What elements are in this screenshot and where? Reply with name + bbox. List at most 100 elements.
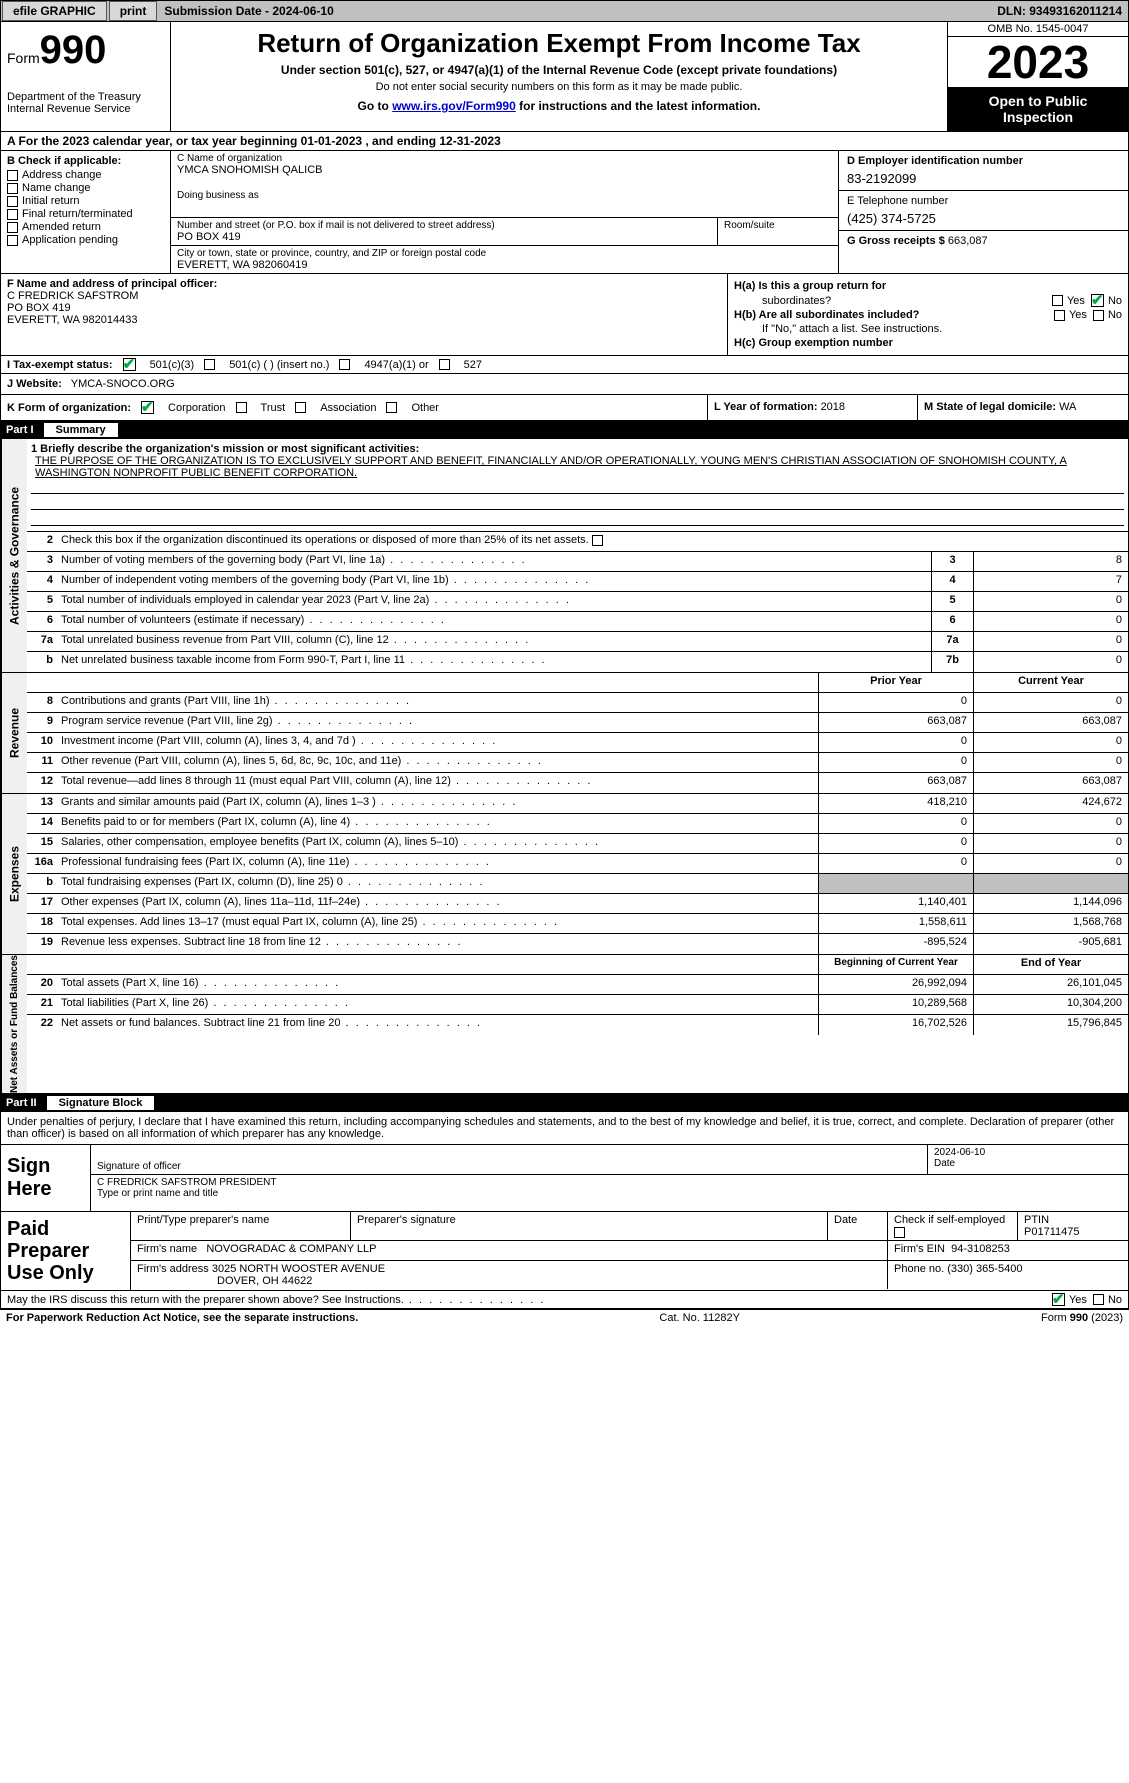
- summary-row: 16aProfessional fundraising fees (Part I…: [27, 854, 1128, 874]
- addr: PO BOX 419: [177, 231, 711, 243]
- mission: THE PURPOSE OF THE ORGANIZATION IS TO EX…: [31, 455, 1124, 479]
- box-l: L Year of formation: 2018: [708, 395, 918, 420]
- irs-link[interactable]: www.irs.gov/Form990: [392, 99, 516, 113]
- vtab-exp: Expenses: [1, 794, 27, 954]
- dept-treasury: Department of the Treasury Internal Reve…: [7, 91, 164, 115]
- tax-year: 2023: [948, 37, 1128, 87]
- summary-row: 15Salaries, other compensation, employee…: [27, 834, 1128, 854]
- discuss-row: May the IRS discuss this return with the…: [0, 1291, 1129, 1309]
- chk-trust[interactable]: [236, 402, 247, 413]
- chk-501c3[interactable]: [123, 358, 136, 371]
- vtab-ag: Activities & Governance: [1, 439, 27, 672]
- summary-row: 5Total number of individuals employed in…: [27, 592, 1128, 612]
- hdr-prior: Prior Year: [818, 673, 973, 692]
- firm-phone: (330) 365-5400: [947, 1263, 1022, 1275]
- chk-corp[interactable]: [141, 401, 154, 414]
- box-k: K Form of organization: Corporation Trus…: [1, 395, 708, 420]
- chk-527[interactable]: [439, 359, 450, 370]
- cat-no: Cat. No. 11282Y: [659, 1312, 740, 1324]
- firm-addr: 3025 NORTH WOOSTER AVENUE: [212, 1263, 385, 1275]
- officer-name-title: C FREDRICK SAFSTROM PRESIDENT: [97, 1177, 1122, 1188]
- line1-lbl: 1 Briefly describe the organization's mi…: [31, 443, 1124, 455]
- ein: 83-2192099: [847, 171, 1120, 186]
- hb-yes[interactable]: [1054, 310, 1065, 321]
- addr-lbl: Number and street (or P.O. box if mail i…: [177, 220, 711, 231]
- officer-name: C FREDRICK SAFSTROM: [7, 290, 721, 302]
- omb-number: OMB No. 1545-0047: [948, 22, 1128, 37]
- sign-here-block: Sign Here Signature of officer 2024-06-1…: [0, 1144, 1129, 1212]
- form-subtitle: Under section 501(c), 527, or 4947(a)(1)…: [179, 63, 939, 77]
- officer-addr: PO BOX 419: [7, 302, 721, 314]
- chk-other[interactable]: [386, 402, 397, 413]
- summary-row: 20Total assets (Part X, line 16)26,992,0…: [27, 975, 1128, 995]
- chk-501c[interactable]: [204, 359, 215, 370]
- paperwork-notice: For Paperwork Reduction Act Notice, see …: [6, 1312, 358, 1324]
- vtab-net: Net Assets or Fund Balances: [1, 955, 27, 1093]
- chk-discontinued[interactable]: [592, 535, 603, 546]
- chk-amended[interactable]: [7, 222, 18, 233]
- topbar: efile GRAPHIC print Submission Date - 20…: [0, 0, 1129, 22]
- summary-row: 14Benefits paid to or for members (Part …: [27, 814, 1128, 834]
- box-j: J Website: YMCA-SNOCO.ORG: [0, 374, 1129, 395]
- chk-assoc[interactable]: [295, 402, 306, 413]
- box-c: C Name of organization YMCA SNOHOMISH QA…: [171, 151, 838, 273]
- summary-row: 11Other revenue (Part VIII, column (A), …: [27, 753, 1128, 773]
- chk-final-return[interactable]: [7, 209, 18, 220]
- form-title: Return of Organization Exempt From Incom…: [179, 28, 939, 59]
- chk-self-employed[interactable]: [894, 1227, 905, 1238]
- summary-row: 19Revenue less expenses. Subtract line 1…: [27, 934, 1128, 954]
- ein-lbl: D Employer identification number: [847, 155, 1120, 167]
- room-lbl: Room/suite: [724, 220, 832, 231]
- city: EVERETT, WA 982060419: [177, 259, 832, 271]
- summary-row: 17Other expenses (Part IX, column (A), l…: [27, 894, 1128, 914]
- sig-declaration: Under penalties of perjury, I declare th…: [0, 1112, 1129, 1144]
- sign-date: 2024-06-10: [934, 1147, 1122, 1158]
- gross: 663,087: [948, 235, 988, 247]
- print-btn[interactable]: print: [109, 1, 158, 21]
- summary-exp: Expenses 13Grants and similar amounts pa…: [0, 794, 1129, 955]
- summary-row: 22Net assets or fund balances. Subtract …: [27, 1015, 1128, 1035]
- summary-row: bNet unrelated business taxable income f…: [27, 652, 1128, 672]
- chk-app-pending[interactable]: [7, 235, 18, 246]
- hb-no[interactable]: [1093, 310, 1104, 321]
- box-b: B Check if applicable: Address change Na…: [1, 151, 171, 273]
- line2: Check this box if the organization disco…: [57, 532, 1128, 551]
- form-number: Form990: [7, 28, 164, 73]
- summary-row: 7aTotal unrelated business revenue from …: [27, 632, 1128, 652]
- box-m: M State of legal domicile: WA: [918, 395, 1128, 420]
- hdr-current: Current Year: [973, 673, 1128, 692]
- box-h: H(a) Is this a group return for subordin…: [728, 274, 1128, 355]
- hdr-end: End of Year: [973, 955, 1128, 974]
- summary-row: 3Number of voting members of the governi…: [27, 552, 1128, 572]
- summary-row: 13Grants and similar amounts paid (Part …: [27, 794, 1128, 814]
- phone: (425) 374-5725: [847, 211, 1120, 226]
- efile-btn[interactable]: efile GRAPHIC: [2, 1, 107, 21]
- box-d: D Employer identification number 83-2192…: [838, 151, 1128, 273]
- ha-yes[interactable]: [1052, 295, 1063, 306]
- chk-name-change[interactable]: [7, 183, 18, 194]
- ha-no[interactable]: [1091, 294, 1104, 307]
- discuss-no[interactable]: [1093, 1294, 1104, 1305]
- summary-row: 18Total expenses. Add lines 13–17 (must …: [27, 914, 1128, 934]
- chk-4947[interactable]: [339, 359, 350, 370]
- summary-row: 21Total liabilities (Part X, line 26)10,…: [27, 995, 1128, 1015]
- ptin: P01711475: [1024, 1226, 1079, 1238]
- chk-initial-return[interactable]: [7, 196, 18, 207]
- chk-address-change[interactable]: [7, 170, 18, 181]
- box-b-label: B Check if applicable:: [7, 155, 164, 167]
- summary-row: 8Contributions and grants (Part VIII, li…: [27, 693, 1128, 713]
- vtab-rev: Revenue: [1, 673, 27, 793]
- paid-preparer-label: Paid Preparer Use Only: [1, 1212, 131, 1290]
- form-ref: Form 990 (2023): [1041, 1312, 1123, 1324]
- row-a-tax-year: A For the 2023 calendar year, or tax yea…: [0, 132, 1129, 151]
- footer: For Paperwork Reduction Act Notice, see …: [0, 1309, 1129, 1326]
- summary-rev: Revenue Prior Year Current Year 8Contrib…: [0, 673, 1129, 794]
- open-to-public: Open to Public Inspection: [948, 87, 1128, 131]
- summary-row: 9Program service revenue (Part VIII, lin…: [27, 713, 1128, 733]
- org-name: YMCA SNOHOMISH QALICB: [177, 164, 832, 176]
- part2-header: Part II Signature Block: [0, 1094, 1129, 1112]
- discuss-yes[interactable]: [1052, 1293, 1065, 1306]
- firm-ein: 94-3108253: [951, 1243, 1010, 1255]
- firm-city: DOVER, OH 44622: [137, 1275, 881, 1287]
- dln: DLN: 93493162011214: [991, 4, 1128, 18]
